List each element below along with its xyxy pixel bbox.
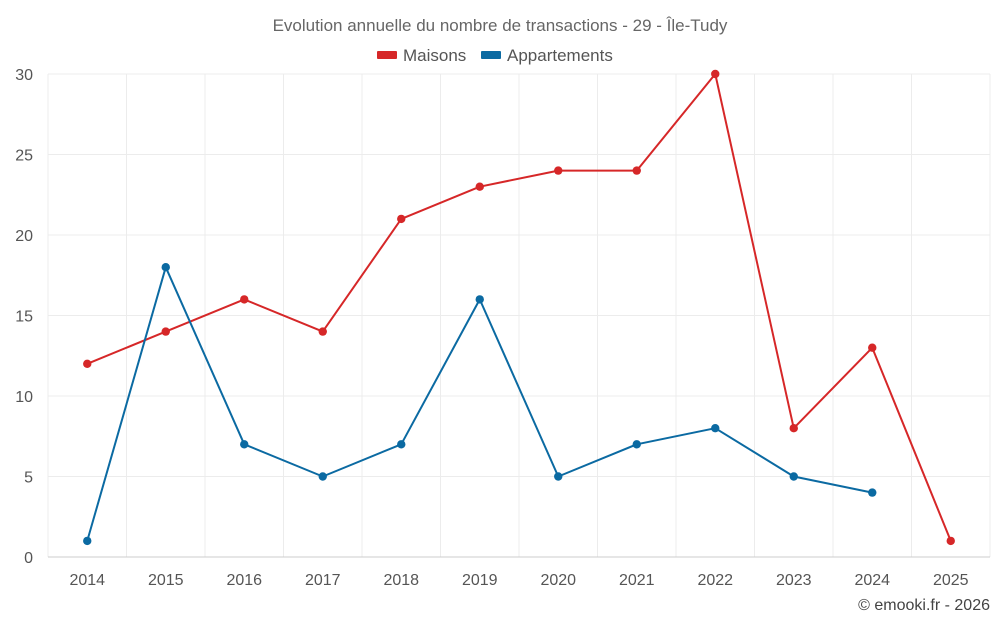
y-tick-label: 10 [15, 389, 33, 406]
data-point-maisons[interactable] [868, 343, 877, 352]
x-tick-label: 2022 [697, 572, 733, 589]
x-tick-label: 2018 [383, 572, 419, 589]
legend-swatch-appartements[interactable] [481, 51, 501, 59]
data-point-appartements[interactable] [240, 440, 249, 449]
data-point-maisons[interactable] [318, 327, 327, 336]
x-tick-label: 2019 [462, 572, 498, 589]
x-tick-label: 2017 [305, 572, 341, 589]
data-point-appartements[interactable] [711, 424, 720, 433]
data-point-appartements[interactable] [318, 472, 327, 481]
data-point-maisons[interactable] [554, 166, 563, 175]
x-tick-label: 2025 [933, 572, 969, 589]
data-point-maisons[interactable] [397, 214, 406, 224]
credit-text: © emooki.fr - 2026 [858, 597, 990, 614]
x-tick-label: 2020 [540, 572, 576, 589]
x-tick-label: 2015 [148, 572, 184, 589]
data-point-maisons[interactable] [475, 182, 484, 191]
y-tick-label: 15 [15, 309, 33, 326]
data-point-maisons[interactable] [789, 424, 798, 433]
y-axis-ticks: 0 5 10 15 20 25 30 [15, 67, 33, 567]
legend-label-appartements[interactable]: Appartements [507, 46, 613, 65]
data-point-appartements[interactable] [868, 488, 877, 497]
x-tick-label: 2014 [69, 572, 105, 589]
chart-title: Evolution annuelle du nombre de transact… [273, 16, 728, 35]
data-point-maisons[interactable] [161, 327, 170, 336]
x-tick-label: 2021 [619, 572, 655, 589]
x-tick-label: 2024 [854, 572, 890, 589]
series [83, 69, 955, 546]
data-point-maisons[interactable] [946, 536, 955, 546]
data-point-appartements[interactable] [397, 440, 406, 449]
legend-swatch-maisons[interactable] [377, 51, 397, 59]
data-point-appartements[interactable] [789, 472, 798, 481]
data-point-maisons[interactable] [83, 359, 92, 368]
series-maisons [83, 69, 955, 546]
y-tick-label: 25 [15, 148, 33, 165]
y-tick-label: 0 [24, 550, 33, 567]
data-point-maisons[interactable] [632, 166, 641, 175]
series-line-maisons [86, 73, 952, 542]
data-point-appartements[interactable] [632, 440, 641, 449]
data-point-appartements[interactable] [475, 295, 484, 304]
grid [47, 73, 991, 558]
x-tick-label: 2016 [226, 572, 262, 589]
x-tick-label: 2023 [776, 572, 812, 589]
data-point-appartements[interactable] [161, 263, 170, 272]
data-point-maisons[interactable] [240, 295, 249, 304]
legend: Maisons Appartements [377, 46, 613, 65]
data-point-appartements[interactable] [83, 536, 92, 546]
series-appartements [83, 263, 877, 546]
legend-label-maisons[interactable]: Maisons [403, 46, 466, 65]
data-point-maisons[interactable] [711, 69, 720, 79]
y-tick-label: 20 [15, 228, 33, 245]
data-point-appartements[interactable] [554, 472, 563, 481]
y-tick-label: 30 [15, 67, 33, 84]
y-tick-label: 5 [24, 470, 33, 487]
x-axis-ticks: 2014 2015 2016 2017 2018 2019 2020 2021 2022 2023… [69, 572, 968, 589]
